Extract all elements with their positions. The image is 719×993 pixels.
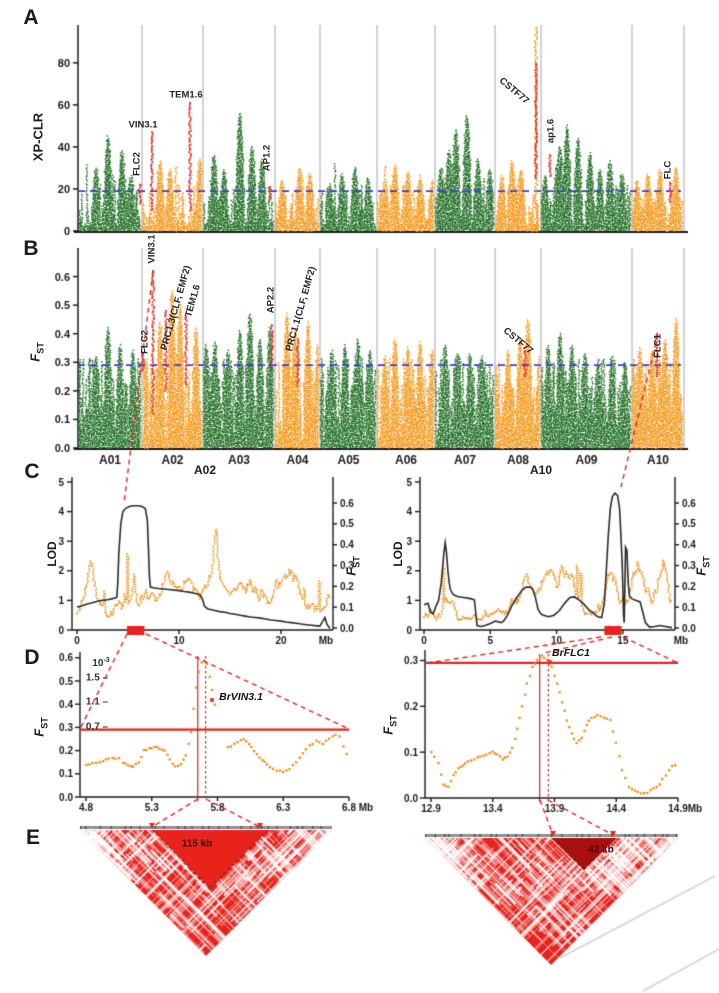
- gene-label-brflc1: BrFLC1: [552, 647, 590, 659]
- lod-axis-label-right: LOD: [391, 541, 405, 567]
- gene-label: TEM1.6: [169, 89, 203, 101]
- gene-label: FLC2: [131, 152, 143, 176]
- lod-axis-label-left: LOD: [45, 541, 59, 567]
- gene-label: VIN3.1: [146, 234, 158, 264]
- xpclr-axis-label: XP-CLR: [30, 112, 46, 162]
- diversity-scale-tick: 1.5 –: [85, 672, 109, 684]
- gene-label: AP1.2: [261, 144, 273, 172]
- panel-label-a: A: [23, 6, 39, 29]
- fst-axis-label-c-right: FST: [693, 556, 712, 576]
- diversity-scale-tick: 1.1 –: [85, 696, 109, 708]
- gene-label: FLC1: [652, 334, 664, 358]
- ld-block-size-label-left: 115 kb: [181, 838, 213, 850]
- gene-label: AP2.2: [265, 286, 277, 314]
- ld-block-size-label-right: 42 kb: [588, 844, 614, 856]
- panel-label-d: D: [24, 646, 40, 669]
- gene-label: FLC: [662, 160, 674, 180]
- fst-axis-label-c-left: FST: [343, 556, 362, 576]
- fst-axis-label-b: FST: [27, 342, 46, 362]
- chromosome-title-a10: A10: [529, 463, 553, 477]
- gene-label-brvin31: BrVIN3.1: [219, 691, 263, 703]
- panel-label-c: C: [24, 460, 40, 483]
- gene-label: ap1.6: [545, 118, 557, 144]
- diversity-scale-header: 10-3: [92, 656, 110, 670]
- chromosome-title-a02: A02: [193, 463, 217, 477]
- gene-label: FLC2: [139, 330, 151, 354]
- diversity-scale-tick: 0.7 –: [85, 721, 109, 733]
- fst-axis-label-d-right: FST: [380, 715, 399, 735]
- panel-label-e: E: [25, 826, 41, 849]
- gene-label: VIN3.1: [128, 119, 158, 131]
- panel-label-b: B: [23, 237, 39, 260]
- fst-axis-label-d-left: FST: [31, 717, 50, 737]
